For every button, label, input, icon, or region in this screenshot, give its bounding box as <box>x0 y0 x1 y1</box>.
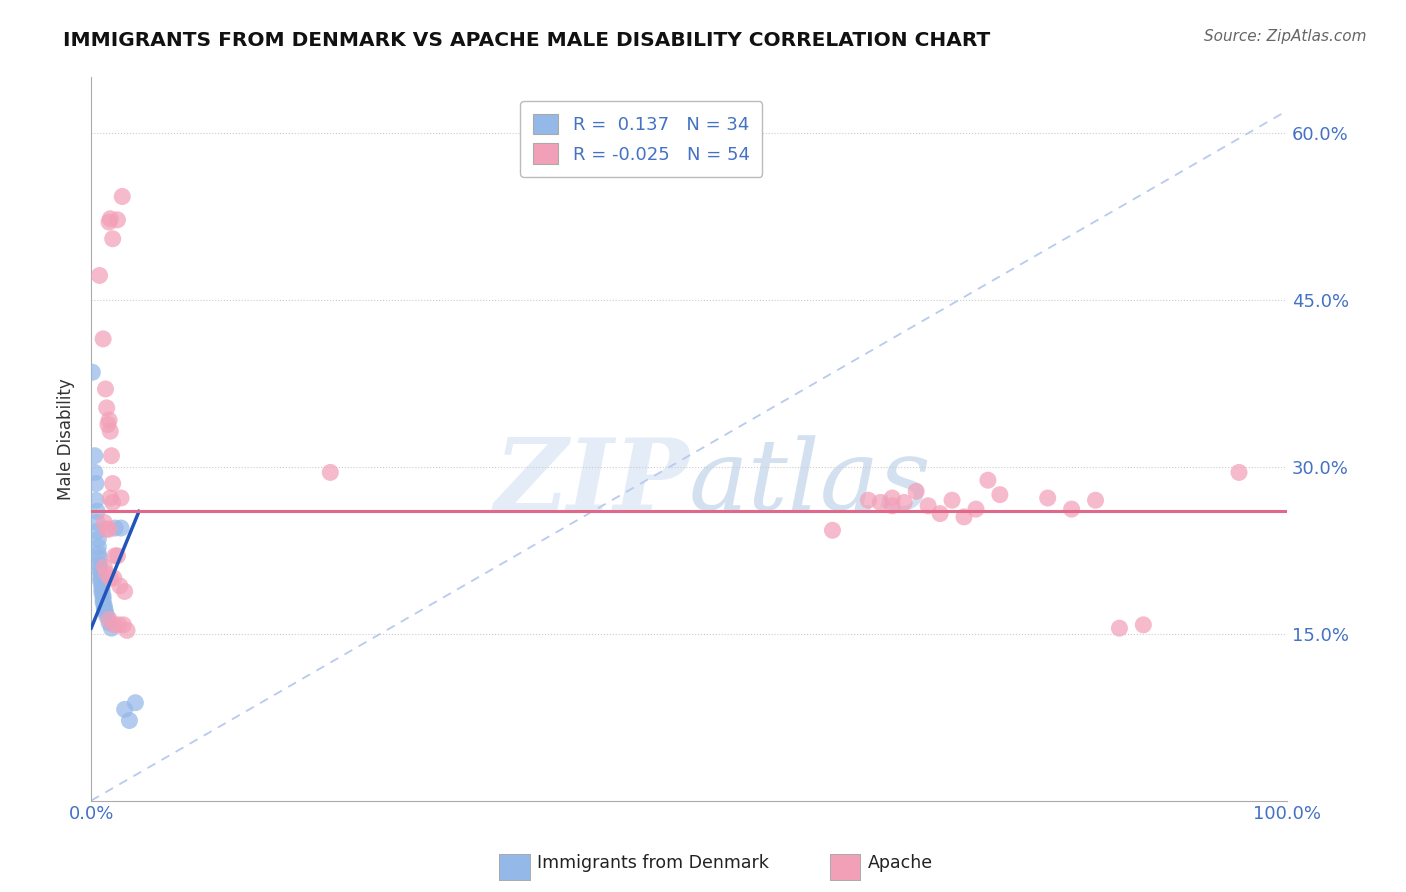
Point <box>882 499 904 513</box>
Point <box>86 524 108 539</box>
Y-axis label: Male Disability: Male Disability <box>58 378 75 500</box>
Point <box>107 617 129 632</box>
Point <box>108 579 131 593</box>
Point <box>941 493 963 508</box>
Point <box>1108 621 1130 635</box>
Point <box>110 491 132 505</box>
Point <box>110 521 132 535</box>
Point <box>98 612 121 626</box>
Point <box>90 579 112 593</box>
Point <box>96 566 118 581</box>
Point <box>96 401 118 415</box>
Point <box>93 516 115 530</box>
Point <box>100 621 122 635</box>
Text: Apache: Apache <box>868 855 932 872</box>
Point <box>893 495 915 509</box>
Point <box>98 413 121 427</box>
Point <box>1036 491 1059 505</box>
Point <box>90 566 112 581</box>
Point <box>87 547 110 561</box>
Point <box>988 488 1011 502</box>
Point <box>965 502 987 516</box>
Point <box>83 449 105 463</box>
Point <box>1132 617 1154 632</box>
Point <box>98 571 121 585</box>
Point <box>103 571 125 585</box>
Point <box>84 493 107 508</box>
Point <box>112 617 135 632</box>
Point <box>91 592 114 607</box>
Point <box>1060 502 1083 516</box>
Point <box>87 540 110 554</box>
Point <box>97 417 120 432</box>
Point <box>929 507 952 521</box>
Point <box>858 493 880 508</box>
Point <box>89 562 111 576</box>
Point <box>953 509 976 524</box>
Text: IMMIGRANTS FROM DENMARK VS APACHE MALE DISABILITY CORRELATION CHART: IMMIGRANTS FROM DENMARK VS APACHE MALE D… <box>63 31 990 50</box>
Point <box>101 476 124 491</box>
Point <box>86 504 108 518</box>
Text: Source: ZipAtlas.com: Source: ZipAtlas.com <box>1204 29 1367 44</box>
Text: Immigrants from Denmark: Immigrants from Denmark <box>537 855 769 872</box>
Point <box>977 473 1000 487</box>
Point <box>118 714 141 728</box>
Point <box>90 571 112 585</box>
Point <box>104 521 127 535</box>
Point <box>98 491 121 505</box>
Point <box>89 558 111 572</box>
Point <box>83 466 105 480</box>
Point <box>93 560 115 574</box>
Point <box>93 601 115 615</box>
Point <box>114 702 136 716</box>
Point <box>100 449 122 463</box>
Point <box>94 605 117 619</box>
Point <box>98 215 121 229</box>
Point <box>115 624 138 638</box>
Point <box>90 574 112 589</box>
Point <box>96 522 118 536</box>
Point <box>89 551 111 566</box>
Point <box>917 499 939 513</box>
Point <box>101 495 124 509</box>
Point <box>103 617 125 632</box>
Point <box>101 232 124 246</box>
Point <box>111 189 134 203</box>
Text: atlas: atlas <box>689 434 932 530</box>
Point <box>89 268 111 283</box>
Point <box>91 332 114 346</box>
Point <box>1227 466 1250 480</box>
Point <box>82 365 104 379</box>
Point <box>114 584 136 599</box>
Point <box>90 582 112 597</box>
Point <box>869 495 891 509</box>
Point <box>91 596 114 610</box>
Point <box>94 382 117 396</box>
Point <box>107 549 129 563</box>
Point <box>84 476 107 491</box>
Point <box>90 585 112 599</box>
Point <box>98 211 121 226</box>
Point <box>319 466 342 480</box>
Point <box>87 532 110 546</box>
Point <box>91 589 114 603</box>
Point <box>821 523 844 537</box>
Point <box>905 484 928 499</box>
Legend: R =  0.137   N = 34, R = -0.025   N = 54: R = 0.137 N = 34, R = -0.025 N = 54 <box>520 101 762 177</box>
Point <box>86 516 108 530</box>
Point <box>93 599 115 613</box>
Point <box>1084 493 1107 508</box>
Point <box>882 491 904 505</box>
Point <box>104 549 127 563</box>
Point <box>124 696 146 710</box>
Point <box>107 212 129 227</box>
Point <box>98 615 121 630</box>
Point <box>96 609 118 624</box>
Point <box>98 522 121 536</box>
Text: ZIP: ZIP <box>494 434 689 531</box>
Point <box>98 424 121 438</box>
